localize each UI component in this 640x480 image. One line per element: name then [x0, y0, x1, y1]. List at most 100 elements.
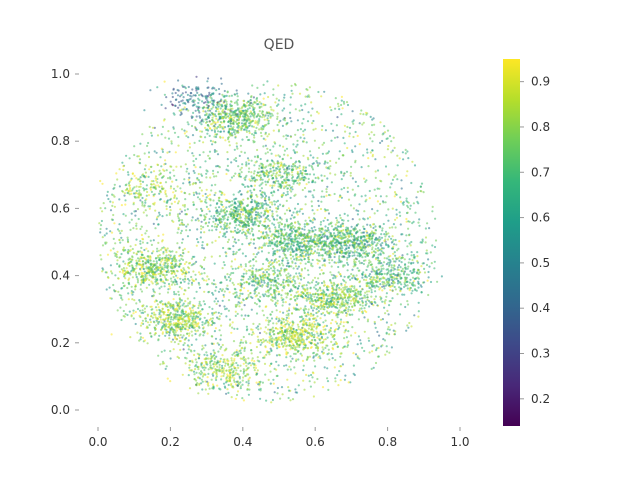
scatter-point	[365, 279, 368, 282]
scatter-point	[280, 248, 283, 251]
scatter-point	[322, 311, 325, 315]
scatter-point	[276, 112, 279, 115]
scatter-point	[288, 309, 291, 312]
scatter-point	[347, 232, 350, 235]
scatter-point	[318, 355, 321, 358]
scatter-point	[362, 249, 365, 252]
scatter-point	[256, 276, 259, 280]
scatter-point	[330, 340, 333, 343]
scatter-point	[332, 311, 335, 315]
scatter-point	[247, 170, 250, 173]
scatter-point	[333, 301, 336, 304]
scatter-point	[364, 291, 367, 294]
scatter-point	[155, 299, 158, 303]
scatter-point	[173, 341, 176, 344]
scatter-point	[231, 122, 234, 125]
scatter-point	[261, 195, 264, 198]
scatter-point	[182, 318, 185, 321]
scatter-point	[260, 128, 263, 131]
scatter-point	[346, 291, 349, 294]
scatter-point	[303, 223, 306, 226]
scatter-point	[314, 284, 317, 287]
scatter-point	[203, 364, 206, 367]
scatter-point	[169, 187, 172, 190]
scatter-point	[287, 272, 290, 275]
scatter-point	[227, 363, 230, 367]
scatter-point	[149, 318, 152, 321]
scatter-point	[285, 173, 288, 177]
scatter-point	[255, 253, 258, 256]
scatter-point	[276, 123, 279, 127]
scatter-point	[167, 253, 170, 257]
scatter-point	[300, 242, 303, 245]
scatter-point	[320, 236, 323, 239]
scatter-point	[382, 252, 385, 255]
scatter-point	[190, 275, 193, 279]
scatter-point	[143, 248, 146, 252]
scatter-point	[155, 262, 159, 265]
scatter-point	[187, 271, 190, 274]
scatter-point	[235, 291, 238, 294]
scatter-point	[322, 340, 325, 343]
scatter-point	[131, 276, 134, 279]
scatter-point	[400, 287, 403, 290]
scatter-point	[291, 239, 294, 242]
scatter-point	[152, 288, 155, 291]
scatter-point	[265, 203, 268, 206]
scatter-point	[376, 242, 379, 245]
scatter-point	[186, 297, 189, 300]
scatter-point	[295, 272, 298, 275]
scatter-point	[369, 263, 372, 266]
scatter-point	[230, 357, 233, 360]
scatter-point	[165, 313, 168, 317]
scatter-point	[274, 327, 277, 330]
scatter-point	[187, 123, 190, 126]
scatter-point	[393, 268, 396, 271]
scatter-point	[341, 231, 344, 234]
scatter-point	[211, 320, 214, 323]
scatter-point	[393, 264, 396, 267]
scatter-point	[277, 165, 280, 168]
scatter-point	[319, 331, 322, 334]
scatter-point	[344, 286, 347, 289]
scatter-point	[236, 95, 239, 98]
scatter-point	[259, 284, 262, 287]
scatter-point	[215, 371, 218, 374]
scatter-point	[308, 324, 311, 327]
scatter-point	[273, 276, 276, 279]
scatter-point	[222, 205, 225, 208]
scatter-point	[169, 318, 173, 321]
scatter-point	[385, 232, 388, 236]
scatter-point	[320, 174, 323, 177]
scatter-point	[269, 116, 272, 119]
scatter-point	[218, 315, 221, 318]
scatter-point	[212, 220, 215, 223]
scatter-point	[329, 327, 332, 330]
scatter-point	[233, 220, 236, 223]
scatter-point	[279, 203, 282, 206]
scatter-point	[302, 338, 305, 341]
scatter-point	[251, 362, 254, 365]
scatter-point	[125, 267, 128, 270]
scatter-point	[248, 333, 251, 336]
scatter-point	[223, 360, 226, 363]
scatter-point	[319, 220, 323, 224]
scatter-point	[252, 258, 255, 261]
scatter-point	[181, 308, 184, 311]
scatter-point	[314, 250, 317, 253]
scatter-point	[173, 308, 176, 311]
scatter-point	[188, 332, 191, 335]
scatter-point	[370, 295, 373, 298]
scatter-point	[211, 225, 214, 228]
scatter-point	[294, 221, 297, 224]
scatter-point	[280, 296, 283, 299]
scatter-point	[284, 256, 287, 259]
scatter-point	[334, 238, 337, 241]
scatter-point	[358, 229, 361, 232]
scatter-point	[276, 117, 279, 120]
scatter-point	[208, 217, 211, 221]
scatter-point	[311, 338, 314, 342]
scatter-point	[240, 338, 243, 342]
scatter-point	[265, 242, 268, 245]
scatter-point	[307, 237, 310, 240]
